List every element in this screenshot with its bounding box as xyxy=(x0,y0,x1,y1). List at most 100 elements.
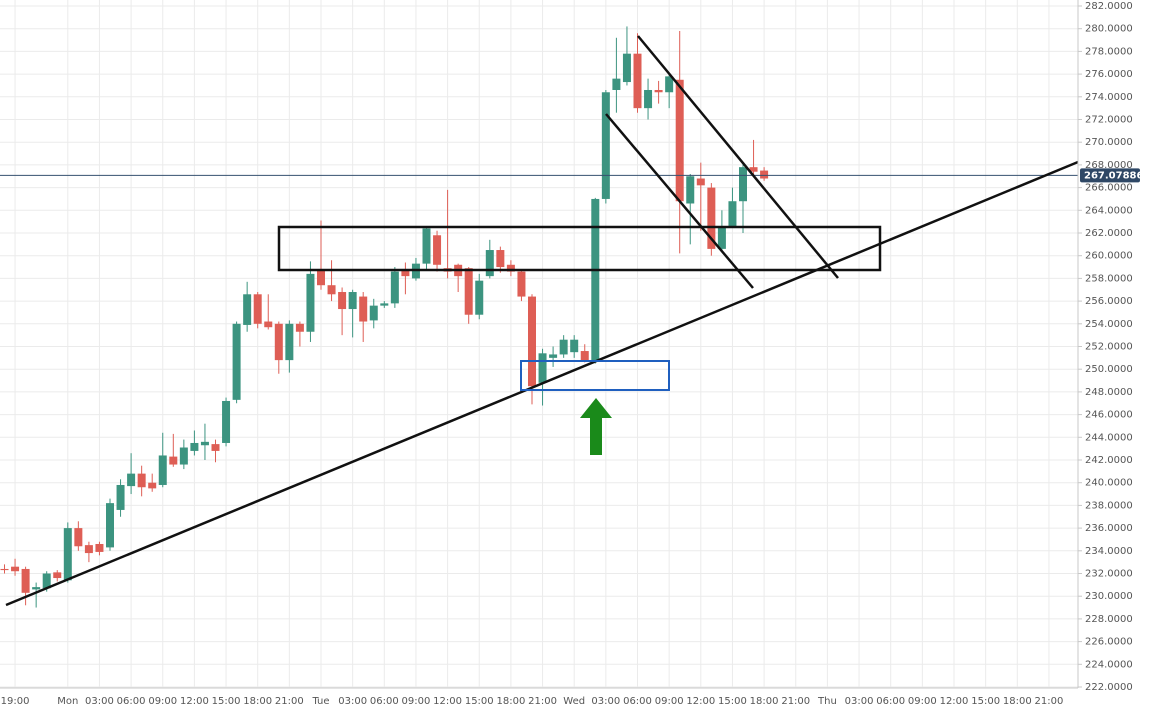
x-tick-label: Tue xyxy=(311,696,329,707)
candle-body xyxy=(179,447,188,465)
candle-body xyxy=(696,178,705,186)
y-tick-label: 250.0000 xyxy=(1085,364,1133,375)
candle-body xyxy=(306,273,315,332)
x-tick-label: 09:00 xyxy=(908,696,937,707)
candle-body xyxy=(665,76,674,93)
candle-body xyxy=(32,587,41,590)
y-tick-label: 282.0000 xyxy=(1085,1,1133,12)
candle-body xyxy=(327,285,336,295)
y-tick-label: 268.0000 xyxy=(1085,160,1133,171)
candle-body xyxy=(285,323,294,361)
y-tick-label: 252.0000 xyxy=(1085,342,1133,353)
x-tick-label: 21:00 xyxy=(275,696,304,707)
y-tick-label: 236.0000 xyxy=(1085,523,1133,534)
candle-body xyxy=(717,226,726,249)
y-tick-label: 280.0000 xyxy=(1085,24,1133,35)
y-tick-label: 244.0000 xyxy=(1085,432,1133,443)
candle-body xyxy=(464,268,473,315)
candle-body xyxy=(116,484,125,510)
y-tick-label: 258.0000 xyxy=(1085,273,1133,284)
x-tick-label: 15:00 xyxy=(718,696,747,707)
x-tick-label: 06:00 xyxy=(370,696,399,707)
y-tick-label: 242.0000 xyxy=(1085,455,1133,466)
x-tick-label: 15:00 xyxy=(971,696,1000,707)
candle-body xyxy=(633,53,642,109)
y-tick-label: 266.0000 xyxy=(1085,183,1133,194)
y-tick-label: 254.0000 xyxy=(1085,319,1133,330)
candle-body xyxy=(84,545,93,554)
candle-body xyxy=(137,473,146,488)
resistance-box xyxy=(277,225,882,272)
last-price-label: 267.07886 xyxy=(1084,170,1144,181)
candle-body xyxy=(580,351,589,361)
candle-body xyxy=(591,198,600,361)
candle-body xyxy=(95,543,104,552)
y-tick-label: 228.0000 xyxy=(1085,614,1133,625)
x-tick-label: Mon xyxy=(57,696,78,707)
y-tick-label: 230.0000 xyxy=(1085,591,1133,602)
y-tick-label: 238.0000 xyxy=(1085,500,1133,511)
candle-body xyxy=(612,78,621,90)
channel-upper xyxy=(637,35,839,279)
y-tick-label: 226.0000 xyxy=(1085,637,1133,648)
x-tick-label: 18:00 xyxy=(496,696,525,707)
candle-body xyxy=(528,296,536,387)
x-tick-label: 06:00 xyxy=(117,696,146,707)
x-tick-label: Wed xyxy=(563,696,585,707)
candle-body xyxy=(222,400,231,443)
candle-body xyxy=(200,441,209,446)
x-tick-label: 12:00 xyxy=(940,696,969,707)
candle-body xyxy=(686,176,695,204)
candle-body xyxy=(517,271,526,297)
candle-body xyxy=(338,292,347,310)
x-tick-label: 03:00 xyxy=(85,696,114,707)
x-tick-label: 12:00 xyxy=(433,696,462,707)
candle-body xyxy=(485,250,494,277)
candle-body xyxy=(675,79,684,202)
channel-lower xyxy=(605,113,754,289)
x-tick-label: 21:00 xyxy=(528,696,557,707)
candle-body xyxy=(359,296,368,322)
candle-body xyxy=(148,482,157,489)
y-tick-label: 262.0000 xyxy=(1085,228,1133,239)
candle-body xyxy=(42,573,51,589)
candle-body xyxy=(390,271,399,304)
y-tick-label: 270.0000 xyxy=(1085,137,1133,148)
y-tick-label: 260.0000 xyxy=(1085,251,1133,262)
candle-body xyxy=(295,323,304,332)
y-tick-label: 278.0000 xyxy=(1085,46,1133,57)
candle-body xyxy=(654,89,663,93)
candle-body xyxy=(63,528,72,581)
y-tick-label: 246.0000 xyxy=(1085,410,1133,421)
candle-body xyxy=(749,167,758,172)
candle-body xyxy=(707,187,716,249)
candle-body xyxy=(0,568,9,571)
x-tick-label: 18:00 xyxy=(243,696,272,707)
axes: 222.0000 224.0000 226.0000 228.0000 230.0000… xyxy=(0,0,1144,707)
candle-body xyxy=(622,53,631,83)
x-tick-label: 03:00 xyxy=(591,696,620,707)
candle-body xyxy=(53,572,62,579)
y-tick-label: 276.0000 xyxy=(1085,69,1133,80)
support-box xyxy=(520,360,670,391)
candle-body xyxy=(538,353,547,383)
candle-body xyxy=(264,321,273,328)
candle-body xyxy=(158,455,167,485)
candle-body xyxy=(644,89,653,109)
candle-body xyxy=(506,264,515,272)
x-tick-label: 09:00 xyxy=(402,696,431,707)
candle-body xyxy=(232,323,241,400)
candle-body xyxy=(253,294,262,324)
candle-body xyxy=(127,473,136,487)
candle-body xyxy=(190,442,199,451)
y-tick-label: 232.0000 xyxy=(1085,569,1133,580)
candle-body xyxy=(422,228,431,264)
candle-body xyxy=(169,456,178,465)
candle-body xyxy=(211,444,220,451)
candle-body xyxy=(317,269,325,286)
x-tick-label: 09:00 xyxy=(655,696,684,707)
candle-body xyxy=(274,323,283,361)
y-tick-label: 222.0000 xyxy=(1085,682,1133,693)
y-tick-label: 264.0000 xyxy=(1085,205,1133,216)
y-tick-label: 248.0000 xyxy=(1085,387,1133,398)
